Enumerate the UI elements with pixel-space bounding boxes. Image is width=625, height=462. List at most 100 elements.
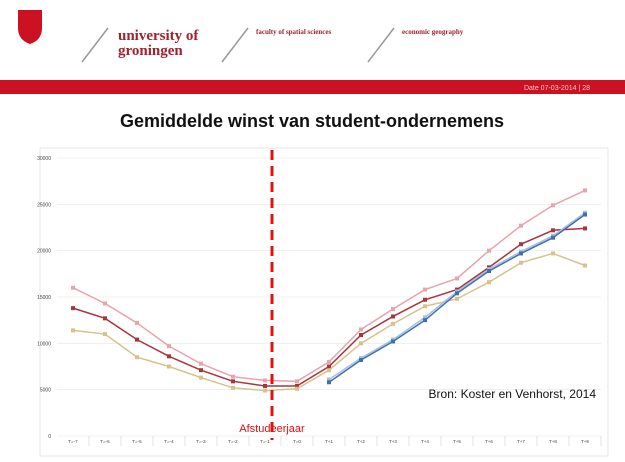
x-tick-label: T+1 <box>325 439 333 444</box>
data-point <box>455 296 459 301</box>
data-point <box>199 375 203 380</box>
plot: 0 5000 10000 15000 20000 25000 30000 T=-7 T=-6 T=… <box>37 156 602 446</box>
x-tick-label: T+8 <box>549 439 557 444</box>
x-tick-label: T+5 <box>453 439 461 444</box>
data-point <box>583 212 587 217</box>
department: economic geography <box>402 28 464 36</box>
x-tick-label: T+2 <box>357 439 365 444</box>
data-point <box>327 377 331 382</box>
x-tick-label: T+4 <box>421 439 429 444</box>
y-tick-label: 15000 <box>37 295 51 301</box>
y-tick-label: 20000 <box>37 249 51 255</box>
x-tick-label: T=0 <box>293 439 301 444</box>
data-point <box>295 386 299 391</box>
y-tick-label: 25000 <box>37 202 51 208</box>
chart-title: Gemiddelde winst van student-ondernemens <box>120 111 504 131</box>
data-point <box>519 260 523 265</box>
data-point <box>199 368 203 373</box>
annotation: Afstudeerjaar <box>239 423 305 435</box>
data-point <box>231 374 235 379</box>
divider <box>367 27 395 63</box>
data-point <box>199 361 203 366</box>
data-point <box>487 248 491 253</box>
data-point <box>455 291 459 296</box>
data-point <box>167 344 171 349</box>
data-point <box>103 301 107 306</box>
x-tick-label: T=-6 <box>100 439 110 444</box>
data-point <box>519 242 523 247</box>
x-tick-label: T+9 <box>581 439 589 444</box>
x-tick-label: T=-3 <box>196 439 206 444</box>
data-point <box>327 364 331 369</box>
faculty: faculty of spatial sciences <box>256 28 332 36</box>
x-tick-label: T=-2 <box>228 439 238 444</box>
date-bar <box>0 80 625 94</box>
x-tick-label: T+3 <box>389 439 397 444</box>
data-point <box>327 368 331 373</box>
data-point <box>519 223 523 228</box>
data-point <box>583 263 587 268</box>
source: Bron: Koster en Venhorst, 2014 <box>429 387 597 401</box>
data-point <box>551 228 555 233</box>
data-point <box>295 383 299 388</box>
data-point <box>359 327 363 332</box>
data-point <box>455 276 459 281</box>
x-tick-label: T=-7 <box>68 439 78 444</box>
divider <box>81 27 109 63</box>
data-point <box>551 235 555 240</box>
data-point <box>263 378 267 383</box>
chart-frame <box>39 147 609 457</box>
data-point <box>167 364 171 369</box>
data-point <box>359 332 363 337</box>
data-point <box>71 306 75 311</box>
data-point <box>487 280 491 285</box>
data-point <box>327 359 331 364</box>
data-point <box>423 287 427 292</box>
data-point <box>71 285 75 290</box>
x-tick-label: T=-4 <box>164 439 174 444</box>
divider <box>221 27 249 63</box>
y-tick-label: 0 <box>48 434 51 440</box>
data-point <box>423 318 427 323</box>
data-point <box>103 332 107 337</box>
logo <box>18 10 42 44</box>
x-tick-label: T+7 <box>517 439 525 444</box>
data-point <box>391 307 395 312</box>
date: Date 07-03-2014 | 28 <box>524 85 590 92</box>
y-tick-label: 10000 <box>37 341 51 347</box>
data-point <box>167 354 171 359</box>
data-point <box>583 188 587 193</box>
data-point <box>551 203 555 208</box>
data-point <box>359 358 363 363</box>
data-point <box>391 339 395 344</box>
data-point <box>583 226 587 231</box>
data-point <box>487 269 491 274</box>
data-point <box>519 251 523 256</box>
data-point <box>135 355 139 360</box>
y-tick-label: 5000 <box>40 388 51 394</box>
data-point <box>135 337 139 342</box>
x-tick-label: T=-1 <box>260 439 270 444</box>
data-point <box>359 341 363 346</box>
data-point <box>231 385 235 390</box>
data-point <box>423 297 427 302</box>
data-point <box>327 380 331 385</box>
x-tick-label: T+6 <box>485 439 493 444</box>
data-point <box>71 328 75 333</box>
data-point <box>423 304 427 309</box>
data-point <box>135 320 139 325</box>
x-tick-label: T=-5 <box>132 439 142 444</box>
data-point <box>103 316 107 321</box>
y-tick-label: 30000 <box>37 156 51 162</box>
data-point <box>295 379 299 384</box>
data-point <box>551 251 555 256</box>
university-name: university of <box>118 28 199 44</box>
data-point <box>391 321 395 326</box>
data-point <box>391 314 395 319</box>
data-point <box>423 315 427 320</box>
data-point <box>263 383 267 388</box>
university-name: groningen <box>118 43 183 59</box>
data-point <box>231 379 235 384</box>
